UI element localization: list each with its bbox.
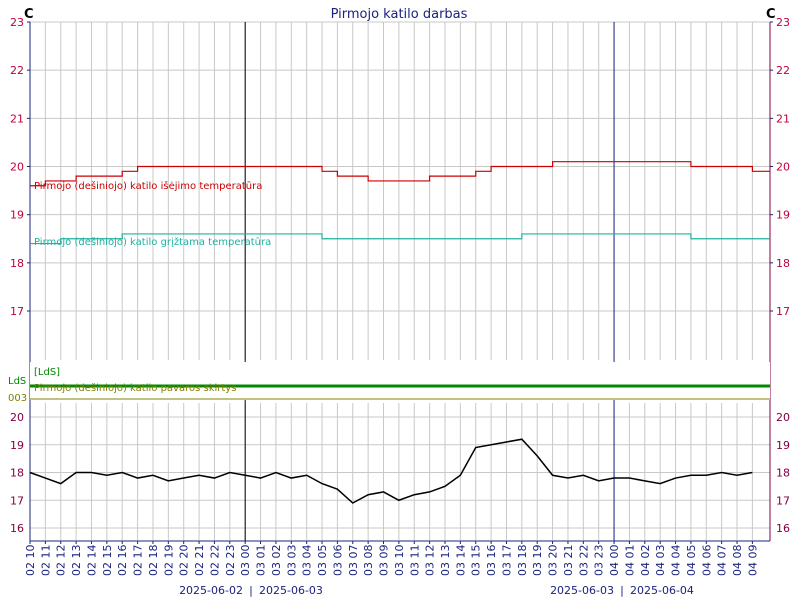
- x-tick-label: 02 17: [132, 545, 145, 577]
- x-tick-label: 02 20: [178, 545, 191, 577]
- x-tick-label: 02 19: [162, 545, 175, 577]
- x-tick-label: 03 15: [470, 545, 483, 577]
- y-tick-right: 22: [776, 64, 790, 77]
- x-tick-label: 04 01: [623, 545, 636, 577]
- y-tick-left: 17: [10, 305, 24, 318]
- x-tick-labels: 02 10 02 11 02 12 02 13 02 14 02 15 02 16 02 17…: [24, 541, 759, 576]
- y-tick-right: 19: [776, 209, 790, 222]
- y-tick-left-bottom: 19: [10, 439, 24, 452]
- y-tick-left-bottom: 17: [10, 494, 24, 507]
- x-tick-label: 03 14: [454, 545, 467, 577]
- x-tick-label: 02 15: [101, 545, 114, 577]
- x-tick-label: 03 19: [531, 545, 544, 577]
- x-tick-label: 04 02: [639, 545, 652, 577]
- grid-lines: [29, 21, 770, 540]
- y-tick-left: 18: [10, 257, 24, 270]
- y-tick-right: 18: [776, 257, 790, 270]
- state-tag: [LdS]: [34, 367, 60, 378]
- x-tick-label: 02 18: [147, 545, 160, 577]
- x-tick-label: 02 22: [208, 545, 221, 577]
- x-tick-label: 03 20: [547, 545, 560, 577]
- series-label-state: Pirmojo (dešiniojo) katilo pavaros skirt…: [34, 382, 236, 394]
- date-label-1-left: 2025-06-02: [179, 584, 243, 597]
- x-tick-label: 02 14: [85, 545, 98, 577]
- x-tick-label: 04 07: [716, 545, 729, 577]
- x-tick-label: 03 21: [562, 545, 575, 577]
- series-label-return: Pirmojo (dešiniojo) katilo grįžtama temp…: [34, 236, 271, 248]
- date-label-1-right: 2025-06-03: [259, 584, 323, 597]
- state-panel: [30, 362, 770, 400]
- x-tick-label: 02 16: [116, 545, 129, 577]
- y-tick-left-bottom: 18: [10, 467, 24, 480]
- x-tick-label: 03 16: [485, 545, 498, 577]
- x-tick-label: 02 21: [193, 545, 206, 577]
- date-label-2-right: 2025-06-04: [630, 584, 694, 597]
- series-return-temperature: [30, 233, 770, 245]
- x-tick-label: 03 05: [316, 545, 329, 577]
- y-tick-labels: 17 17 18 18 19 19 20 20 21 21 22 22 23 23 16 16 17 17 18 18…: [10, 16, 790, 535]
- x-tick-label: 04 06: [700, 545, 713, 577]
- y-tick-right-bottom: 16: [776, 522, 790, 535]
- x-tick-label: 03 10: [393, 545, 406, 577]
- x-tick-label: 03 22: [577, 545, 590, 577]
- x-tick-label: 03 03: [285, 545, 298, 577]
- state-left-label-bottom: 003: [8, 393, 27, 404]
- x-tick-label: 02 10: [24, 545, 37, 577]
- x-tick-label: 03 17: [500, 545, 513, 577]
- series-bottom: [29, 438, 753, 504]
- x-tick-label: 03 02: [270, 545, 283, 577]
- x-tick-label: 03 07: [347, 545, 360, 577]
- series-lines: [29, 161, 770, 504]
- x-tick-label: 03 13: [439, 545, 452, 577]
- y-tick-left: 21: [10, 112, 24, 125]
- left-unit-label: C: [24, 7, 34, 22]
- y-tick-left-bottom: 16: [10, 522, 24, 535]
- x-tick-label: 03 06: [331, 545, 344, 577]
- state-tag-box: [31, 364, 59, 378]
- y-tick-right: 17: [776, 305, 790, 318]
- x-tick-label: 04 04: [670, 545, 683, 577]
- y-tick-right: 20: [776, 161, 790, 174]
- x-tick-label: 04 05: [685, 545, 698, 577]
- series-outlet-temperature: [30, 161, 770, 187]
- y-tick-left: 20: [10, 161, 24, 174]
- y-tick-right: 21: [776, 112, 790, 125]
- y-tick-right: 23: [776, 16, 790, 29]
- y-tick-left: 22: [10, 64, 24, 77]
- x-tick-label: 03 09: [378, 545, 391, 577]
- x-tick-label: 02 13: [70, 545, 83, 577]
- y-tick-left: 19: [10, 209, 24, 222]
- axes: [27, 21, 773, 542]
- x-tick-label: 03 18: [516, 545, 529, 577]
- right-unit-label: C: [766, 7, 776, 22]
- x-tick-label: 04 03: [654, 545, 667, 577]
- series-label-outlet: Pirmojo (dešiniojo) katilo išėjimo tempe…: [34, 180, 262, 192]
- y-tick-right-bottom: 20: [776, 411, 790, 424]
- y-tick-right-bottom: 18: [776, 467, 790, 480]
- x-tick-label: 02 12: [55, 545, 68, 577]
- x-tick-label: 03 08: [362, 545, 375, 577]
- y-tick-left-bottom: 20: [10, 411, 24, 424]
- x-tick-label: 03 00: [239, 545, 252, 577]
- x-tick-label: 04 00: [608, 545, 621, 577]
- x-tick-label: 03 12: [424, 545, 437, 577]
- x-tick-label: 03 11: [408, 545, 421, 577]
- x-tick-label: 02 23: [224, 545, 237, 577]
- x-tick-label: 02 11: [39, 545, 52, 577]
- date-divider-1: |: [249, 584, 253, 597]
- y-tick-right-bottom: 17: [776, 494, 790, 507]
- state-left-label-top: LdS: [8, 376, 26, 387]
- x-tick-label: 04 08: [731, 545, 744, 577]
- date-label-2-left: 2025-06-03: [550, 584, 614, 597]
- x-tick-label: 03 01: [255, 545, 268, 577]
- x-tick-label: 04 09: [746, 545, 759, 577]
- date-divider-2: |: [620, 584, 624, 597]
- y-tick-left: 23: [10, 16, 24, 29]
- y-tick-right-bottom: 19: [776, 439, 790, 452]
- chart-title: Pirmojo katilo darbas: [331, 7, 468, 22]
- x-tick-label: 03 23: [593, 545, 606, 577]
- x-tick-label: 03 04: [301, 545, 314, 577]
